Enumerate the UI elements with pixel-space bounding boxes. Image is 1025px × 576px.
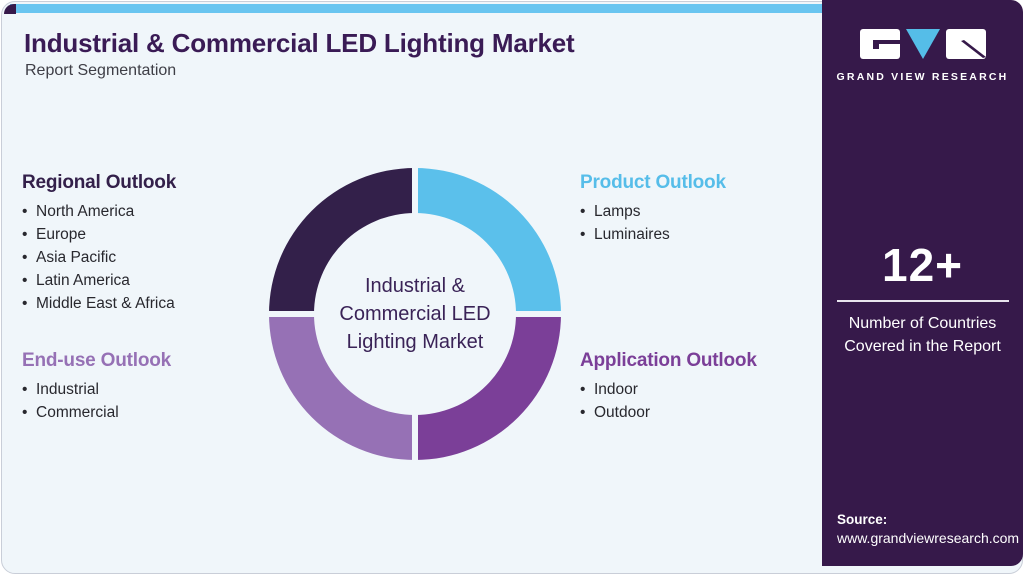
- gvr-logo-icon: [859, 29, 986, 59]
- list-item: North America: [22, 200, 272, 223]
- list-item: Latin America: [22, 269, 272, 292]
- section-heading: Application Outlook: [580, 350, 757, 371]
- section-heading: End-use Outlook: [22, 350, 172, 371]
- source-label: Source:: [837, 512, 888, 527]
- section-product-outlook: Product Outlook Lamps Luminaires: [580, 172, 830, 246]
- donut-segment-product: [415, 168, 561, 314]
- donut-segment-application: [415, 314, 561, 460]
- page-subtitle: Report Segmentation: [25, 62, 177, 79]
- section-heading: Product Outlook: [580, 172, 726, 193]
- section-application-outlook: Application Outlook Indoor Outdoor: [580, 350, 830, 424]
- section-heading: Regional Outlook: [22, 172, 177, 193]
- section-regional-outlook: Regional Outlook North America Europe As…: [22, 172, 272, 315]
- countries-stat: 12+ Number of Countries Covered in the R…: [822, 238, 1023, 358]
- stat-divider: [836, 300, 1009, 302]
- donut-svg: [265, 164, 565, 464]
- donut-center-label: Industrial & Commercial LED Lighting Mar…: [339, 275, 491, 353]
- list-item: Commercial: [22, 401, 272, 424]
- list-item: Indoor: [580, 378, 830, 401]
- section-list: Lamps Luminaires: [580, 200, 830, 246]
- list-item: Luminaires: [580, 223, 830, 246]
- section-list: Industrial Commercial: [22, 378, 272, 424]
- top-accent-strip: [10, 4, 826, 13]
- top-accent-strip-cap: [4, 4, 16, 14]
- donut-segment-regional: [269, 168, 415, 314]
- list-item: Industrial: [22, 378, 272, 401]
- gvr-logo: GRAND VIEW RESEARCH: [822, 27, 1023, 83]
- source-block: Source: www.grandviewresearch.com: [837, 512, 1019, 546]
- source-url[interactable]: www.grandviewresearch.com: [837, 530, 1020, 546]
- section-end-use-outlook: End-use Outlook Industrial Commercial: [22, 350, 272, 424]
- stat-label: Number of Countries Covered in the Repor…: [844, 315, 1001, 355]
- gvr-logo-text: GRAND VIEW RESEARCH: [836, 71, 1009, 83]
- section-list: Indoor Outdoor: [580, 378, 830, 424]
- stat-value: 12+: [881, 239, 964, 291]
- section-list: North America Europe Asia Pacific Latin …: [22, 200, 272, 315]
- list-item: Lamps: [580, 200, 830, 223]
- donut-segment-enduse: [269, 314, 415, 460]
- list-item: Asia Pacific: [22, 246, 272, 269]
- segmentation-donut-chart: Industrial & Commercial LED Lighting Mar…: [265, 164, 565, 464]
- list-item: Middle East & Africa: [22, 292, 272, 315]
- list-item: Europe: [22, 223, 272, 246]
- page-title: Industrial & Commercial LED Lighting Mar…: [24, 28, 575, 58]
- list-item: Outdoor: [580, 401, 830, 424]
- brand-sidebar: GRAND VIEW RESEARCH 12+ Number of Countr…: [822, 0, 1023, 566]
